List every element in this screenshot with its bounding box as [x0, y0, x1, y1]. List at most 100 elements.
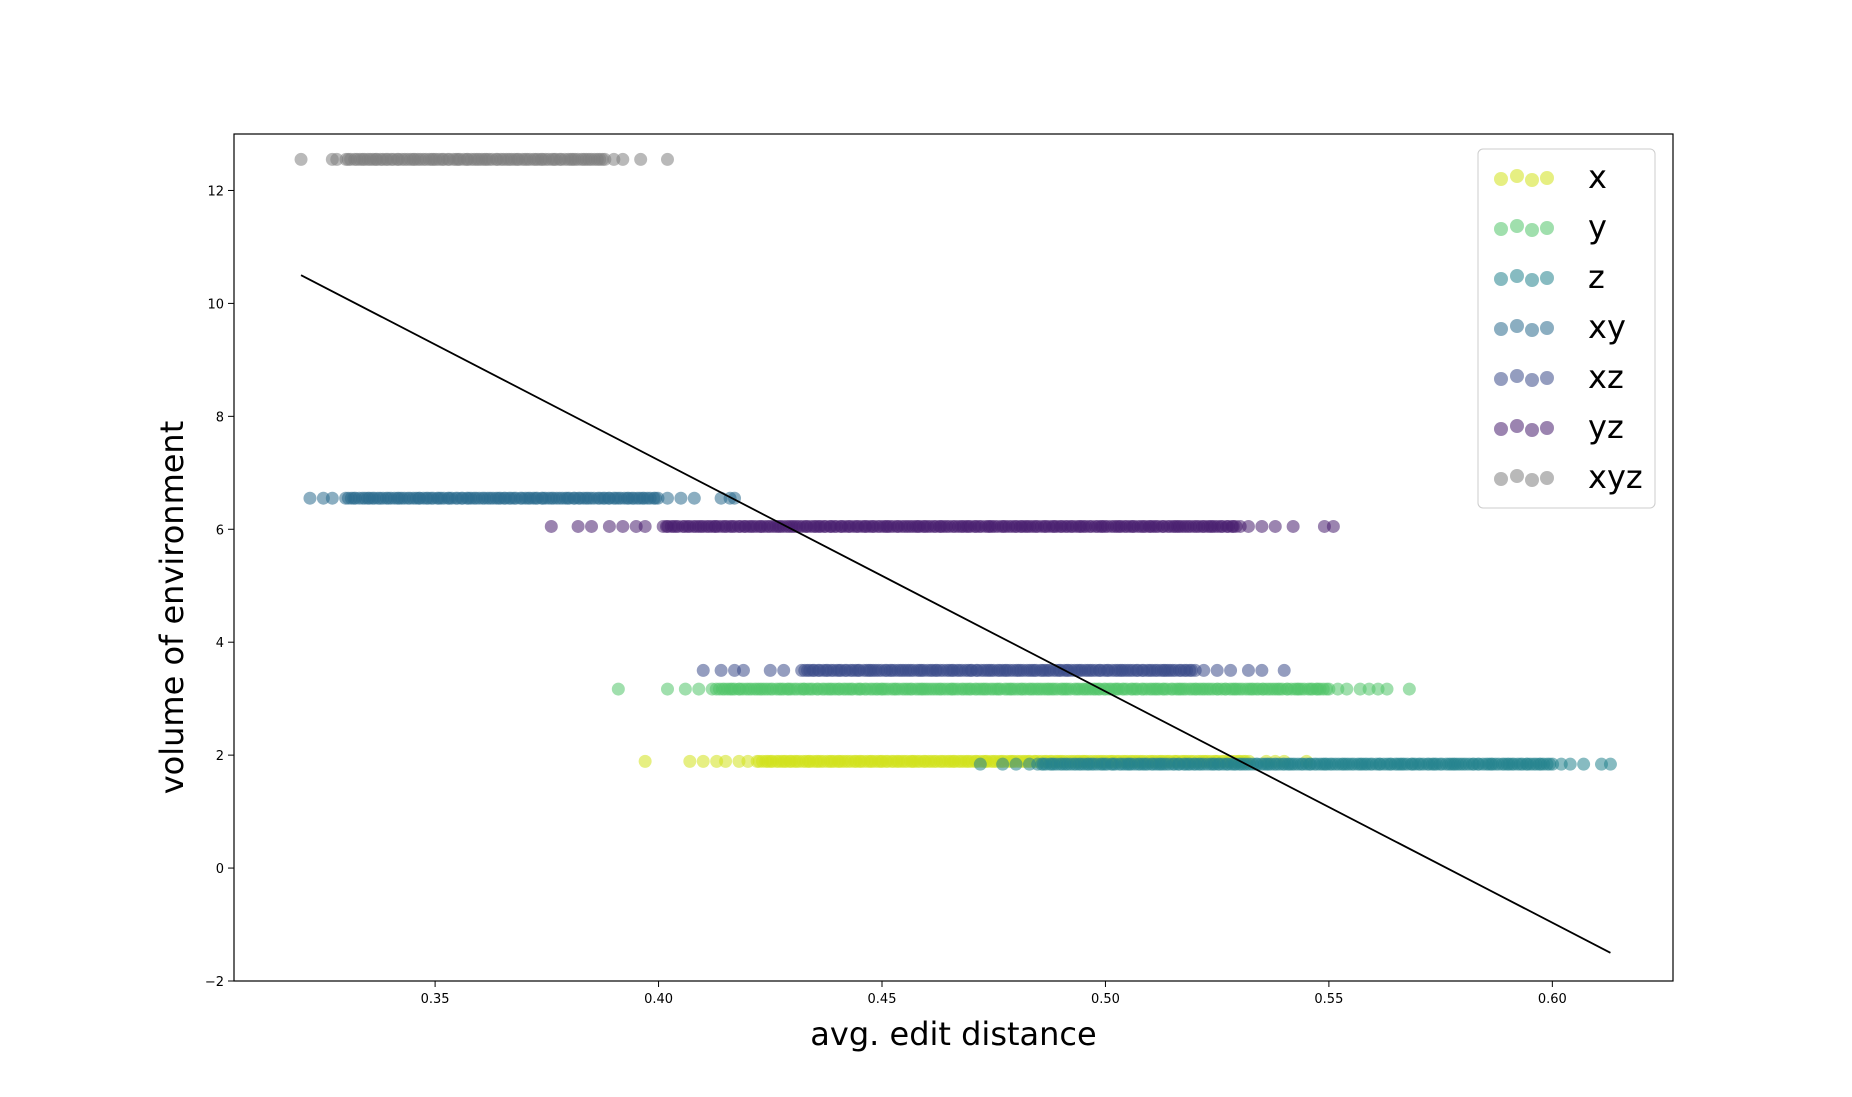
legend-marker: [1525, 473, 1539, 487]
legend-marker: [1494, 172, 1508, 186]
legend-marker: [1540, 221, 1554, 235]
data-point: [651, 491, 665, 505]
x-tick-label: 0.45: [868, 992, 897, 1007]
data-point: [728, 663, 742, 677]
data-point: [736, 663, 750, 677]
data-point: [996, 757, 1010, 771]
series-yz: [544, 519, 1340, 533]
data-point: [1241, 519, 1255, 533]
y-tick-label: 6: [216, 523, 224, 538]
legend-marker: [1494, 422, 1508, 436]
data-point: [1340, 682, 1354, 696]
data-point: [705, 682, 719, 696]
y-tick-label: 12: [207, 184, 224, 199]
data-point: [571, 519, 585, 533]
x-tick-label: 0.35: [421, 992, 450, 1007]
data-point: [763, 663, 777, 677]
legend-item-y: y: [1494, 208, 1607, 246]
data-point: [303, 491, 317, 505]
data-point: [1022, 757, 1036, 771]
data-point: [741, 754, 755, 768]
data-point: [660, 491, 674, 505]
data-point: [544, 519, 558, 533]
data-point: [1594, 757, 1608, 771]
legend-marker: [1525, 223, 1539, 237]
data-point: [674, 491, 688, 505]
legend-label: yz: [1588, 408, 1624, 446]
data-point: [1322, 682, 1336, 696]
data-point: [973, 757, 987, 771]
legend-box: [1477, 148, 1656, 509]
legend-marker: [1510, 219, 1524, 233]
series-xz: [696, 663, 1291, 677]
legend-marker: [1510, 269, 1524, 283]
legend-item-z: z: [1494, 258, 1605, 296]
data-point: [687, 491, 701, 505]
y-tick-label: −2: [205, 975, 224, 990]
data-point: [678, 682, 692, 696]
legend-label: xy: [1588, 308, 1626, 346]
series-y: [611, 682, 1416, 696]
data-point: [585, 519, 599, 533]
data-point: [1241, 663, 1255, 677]
data-point: [638, 519, 652, 533]
legend-marker: [1525, 173, 1539, 187]
legend-label: y: [1588, 208, 1607, 246]
legend-marker: [1540, 271, 1554, 285]
data-point: [710, 754, 724, 768]
data-point: [660, 682, 674, 696]
data-point: [1224, 663, 1238, 677]
data-point: [692, 682, 706, 696]
data-point: [714, 663, 728, 677]
legend-marker: [1494, 472, 1508, 486]
y-tick-label: 2: [216, 749, 224, 764]
data-point: [1380, 682, 1394, 696]
legend-item-xyz: xyz: [1494, 458, 1643, 496]
legend-marker: [1540, 421, 1554, 435]
data-point: [629, 519, 643, 533]
legend-marker: [1510, 419, 1524, 433]
legend-marker: [1540, 321, 1554, 335]
legend-item-xz: xz: [1494, 358, 1624, 396]
axes-frame: [233, 133, 1674, 982]
data-point: [294, 152, 308, 166]
data-point: [1255, 519, 1269, 533]
data-point: [616, 519, 630, 533]
legend-marker: [1525, 273, 1539, 287]
data-point: [634, 152, 648, 166]
plot-area: [294, 152, 1617, 771]
data-point: [316, 491, 330, 505]
data-point: [1563, 757, 1577, 771]
data-point: [1402, 682, 1416, 696]
x-tick-label: 0.60: [1538, 992, 1567, 1007]
fit-line: [300, 274, 1611, 954]
legend-marker: [1494, 322, 1508, 336]
data-point: [325, 491, 339, 505]
legend-item-x: x: [1494, 158, 1607, 196]
data-point: [696, 663, 710, 677]
y-axis-ticks: −2 0 2 4 6 8 10 12: [205, 184, 234, 990]
data-point: [1577, 757, 1591, 771]
series-z: [973, 757, 1617, 771]
data-point: [616, 152, 630, 166]
legend-label: xz: [1588, 358, 1624, 396]
data-point: [1210, 663, 1224, 677]
legend-marker: [1494, 272, 1508, 286]
series-xyz: [294, 152, 674, 166]
data-point: [1317, 519, 1331, 533]
data-point: [1255, 663, 1269, 677]
y-tick-label: 4: [216, 636, 224, 651]
y-axis-title: volume of environment: [153, 421, 191, 795]
legend-label: x: [1588, 158, 1607, 196]
x-tick-label: 0.50: [1091, 992, 1120, 1007]
data-point: [1554, 757, 1568, 771]
legend-marker: [1510, 369, 1524, 383]
x-tick-label: 0.40: [644, 992, 673, 1007]
legend-marker: [1540, 371, 1554, 385]
x-axis-ticks: 0.35 0.40 0.45 0.50 0.55 0.60: [421, 981, 1567, 1007]
x-tick-label: 0.55: [1314, 992, 1343, 1007]
legend-marker: [1494, 222, 1508, 236]
data-point: [777, 663, 791, 677]
